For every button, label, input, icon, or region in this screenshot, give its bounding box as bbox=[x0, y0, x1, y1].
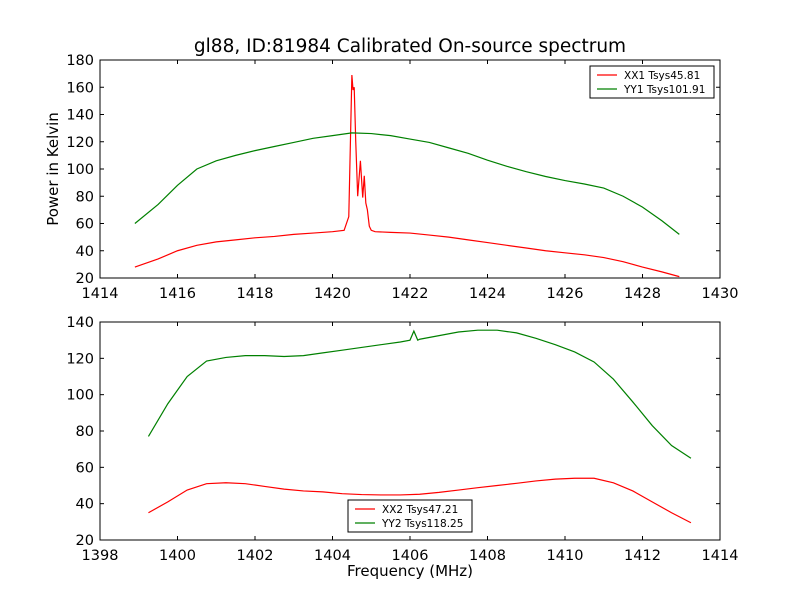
chart-2-xtick-label: 1410 bbox=[547, 548, 584, 564]
chart-1-ylabel: Power in Kelvin bbox=[44, 112, 62, 226]
chart-2-xtick-label: 1400 bbox=[159, 548, 196, 564]
chart-2-legend-label-1: XX2 Tsys47.21 bbox=[382, 504, 458, 516]
chart-1-xtick-label: 1430 bbox=[702, 286, 739, 302]
chart-2-xtick-label: 1408 bbox=[469, 548, 506, 564]
chart-1-xtick-label: 1428 bbox=[624, 286, 661, 302]
chart-2-xtick-label: 1406 bbox=[392, 548, 429, 564]
chart-1-series-1-line bbox=[134, 74, 680, 278]
chart-2-legend-box bbox=[347, 499, 473, 533]
chart-1-ytick-label: 140 bbox=[66, 108, 94, 124]
chart-1-ytick-label: 20 bbox=[76, 271, 94, 287]
chart-2-xtick-label: 1404 bbox=[314, 548, 351, 564]
chart-2-ytick-label: 100 bbox=[66, 388, 94, 404]
chart-1-ytick-label: 100 bbox=[66, 162, 94, 178]
chart-2-series-2-line bbox=[147, 329, 692, 459]
chart-1-ytick-label: 180 bbox=[66, 53, 94, 69]
chart-1-xtick-label: 1414 bbox=[82, 286, 119, 302]
chart-1-series-2-line bbox=[134, 132, 680, 235]
chart-1-ytick-label: 160 bbox=[66, 80, 94, 96]
chart-2-xtick-label: 1414 bbox=[702, 548, 739, 564]
chart-2-xtick-label: 1402 bbox=[237, 548, 274, 564]
chart-1-legend-box bbox=[589, 65, 715, 99]
chart-2-xlabel: Frequency (MHz) bbox=[347, 562, 473, 580]
chart-2-ytick-label: 60 bbox=[76, 460, 94, 476]
chart-1-legend-label-1: XX1 Tsys45.81 bbox=[624, 70, 700, 82]
chart-2-xtick-label: 1412 bbox=[624, 548, 661, 564]
chart-2-ytick-label: 120 bbox=[66, 351, 94, 367]
chart-1-xtick-label: 1420 bbox=[314, 286, 351, 302]
chart-1-xtick-label: 1424 bbox=[469, 286, 506, 302]
chart-1-ytick-label: 60 bbox=[76, 217, 94, 233]
chart-1-title: gl88, ID:81984 Calibrated On-source spec… bbox=[194, 36, 626, 57]
chart-1-xtick-label: 1426 bbox=[547, 286, 584, 302]
chart-1-plot: 1414 1416 1418 1420 1422 1424 1426 1428 1430 20 40… bbox=[66, 53, 738, 302]
chart-2-series-1-line bbox=[148, 477, 692, 524]
chart-2-ytick-label: 80 bbox=[76, 424, 94, 440]
chart-1-ytick-label: 120 bbox=[66, 135, 94, 151]
chart-1-ytick-label: 40 bbox=[76, 244, 94, 260]
chart-1-xtick-label: 1418 bbox=[237, 286, 274, 302]
chart-1-legend-label-2: YY1 Tsys101.91 bbox=[623, 84, 705, 96]
chart-1-xtick-label: 1416 bbox=[159, 286, 196, 302]
chart-2-legend-label-2: YY2 Tsys118.25 bbox=[381, 518, 463, 530]
chart-2-plot: 1398 1400 1402 1404 1406 1408 1410 1412 1414 20 40… bbox=[66, 315, 738, 564]
chart-1-xtick-label: 1422 bbox=[392, 286, 429, 302]
chart-2-ytick-label: 40 bbox=[76, 497, 94, 513]
chart-1-legend: XX1 Tsys45.81 YY1 Tsys101.91 bbox=[589, 65, 715, 99]
chart-2-ytick-label: 20 bbox=[76, 533, 94, 549]
chart-2-xtick-label: 1398 bbox=[82, 548, 119, 564]
chart-1-ytick-label: 80 bbox=[76, 189, 94, 205]
chart-2-legend: XX2 Tsys47.21 YY2 Tsys118.25 bbox=[347, 499, 473, 533]
chart-2-ytick-label: 140 bbox=[66, 315, 94, 331]
